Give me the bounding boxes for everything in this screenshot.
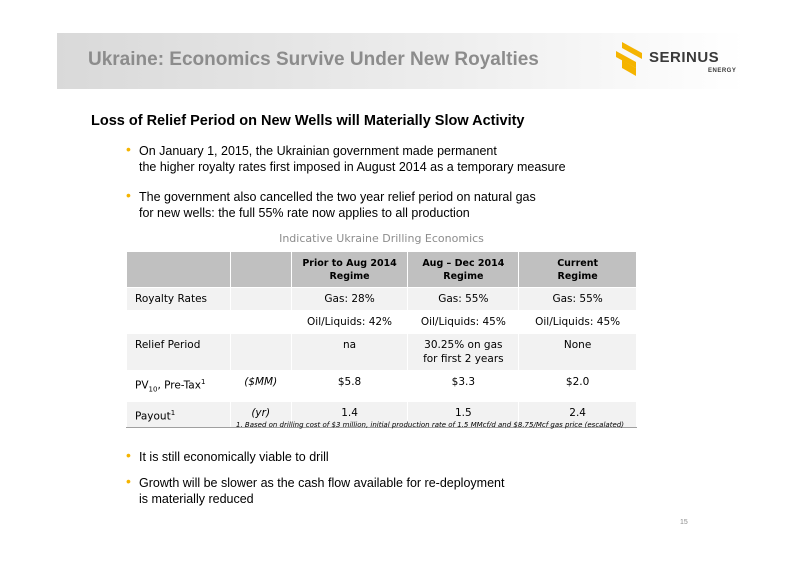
table-cell: None	[518, 333, 637, 371]
table-cell: Oil/Liquids: 42%	[290, 310, 409, 334]
table-row: PV10, Pre-Tax1 ($MM) $5.8 $3.3 $2.0	[126, 370, 637, 402]
row-label: Royalty Rates	[126, 287, 231, 311]
table-row: Oil/Liquids: 42% Oil/Liquids: 45% Oil/Li…	[126, 310, 637, 334]
row-label: Relief Period	[126, 333, 231, 371]
table-header-cell: Prior to Aug 2014 Regime	[290, 251, 409, 288]
bullet-dot-icon: •	[126, 187, 131, 203]
bullet-item: • On January 1, 2015, the Ukrainian gove…	[126, 141, 686, 175]
row-label: Payout1	[126, 400, 231, 429]
bullet-list-top: • On January 1, 2015, the Ukrainian gove…	[126, 141, 686, 221]
logo-subtext: ENERGY	[708, 68, 737, 74]
page-number: 15	[680, 519, 688, 526]
row-unit	[229, 310, 292, 334]
table-cell: Oil/Liquids: 45%	[518, 310, 637, 334]
bullet-line: for new wells: the full 55% rate now app…	[139, 206, 470, 220]
bullet-item: • Growth will be slower as the cash flow…	[126, 473, 686, 507]
table-header-cell: Aug – Dec 2014 Regime	[407, 251, 520, 288]
bullet-line: is materially reduced	[139, 492, 254, 506]
table-cell: na	[290, 333, 409, 371]
bullet-item: • The government also cancelled the two …	[126, 187, 686, 221]
table-cell: Gas: 28%	[290, 287, 409, 311]
bullet-line: the higher royalty rates first imposed i…	[139, 160, 566, 174]
bullet-line: Growth will be slower as the cash flow a…	[139, 476, 505, 490]
table-cell: $2.0	[518, 370, 637, 402]
table-cell: $5.8	[290, 370, 409, 402]
logo-wordmark: SERINUS	[649, 49, 720, 66]
bullet-line: It is still economically viable to drill	[139, 450, 329, 464]
bullet-dot-icon: •	[126, 447, 131, 463]
table-cell: 2.4	[518, 400, 637, 429]
bullet-item: • It is still economically viable to dri…	[126, 447, 686, 465]
table-header-cell	[229, 251, 292, 288]
row-label	[126, 310, 231, 334]
table-header-row: Prior to Aug 2014 Regime Aug – Dec 2014 Re…	[126, 251, 637, 288]
table-caption: Indicative Ukraine Drilling Economics	[279, 232, 484, 245]
table-cell: Gas: 55%	[407, 287, 520, 311]
table-footnote: 1. Based on drilling cost of $3 million,…	[236, 421, 624, 429]
row-unit: (yr)	[229, 400, 292, 429]
bullet-dot-icon: •	[126, 141, 131, 157]
serinus-logo-mark-icon	[616, 42, 642, 76]
table-cell: Gas: 55%	[518, 287, 637, 311]
bullet-line: The government also cancelled the two ye…	[139, 190, 536, 204]
table-cell: $3.3	[407, 370, 520, 402]
table-header-cell: Current Regime	[518, 251, 637, 288]
slide-title: Ukraine: Economics Survive Under New Roy…	[88, 49, 539, 70]
serinus-logo: SERINUS ENERGY	[616, 42, 746, 88]
table-cell: 30.25% on gas for first 2 years	[407, 333, 520, 371]
table-row: Relief Period na 30.25% on gas for first…	[126, 333, 637, 371]
slide-subheading: Loss of Relief Period on New Wells will …	[91, 113, 525, 129]
table-header-cell	[126, 251, 231, 288]
table-cell: 1.4	[290, 400, 409, 429]
bullet-list-bottom: • It is still economically viable to dri…	[126, 447, 686, 507]
row-unit	[229, 287, 292, 311]
bullet-dot-icon: •	[126, 473, 131, 489]
bullet-line: On January 1, 2015, the Ukrainian govern…	[139, 144, 497, 158]
row-label: PV10, Pre-Tax1	[126, 370, 231, 402]
table-cell: 1.5	[407, 400, 520, 429]
table-row: Royalty Rates Gas: 28% Gas: 55% Gas: 55%	[126, 287, 637, 311]
row-unit	[229, 333, 292, 371]
table-row: Payout1 (yr) 1.4 1.5 2.4	[126, 400, 637, 429]
row-unit: ($MM)	[229, 370, 292, 402]
table-cell: Oil/Liquids: 45%	[407, 310, 520, 334]
drilling-economics-table: Prior to Aug 2014 Regime Aug – Dec 2014 Re…	[126, 251, 637, 429]
